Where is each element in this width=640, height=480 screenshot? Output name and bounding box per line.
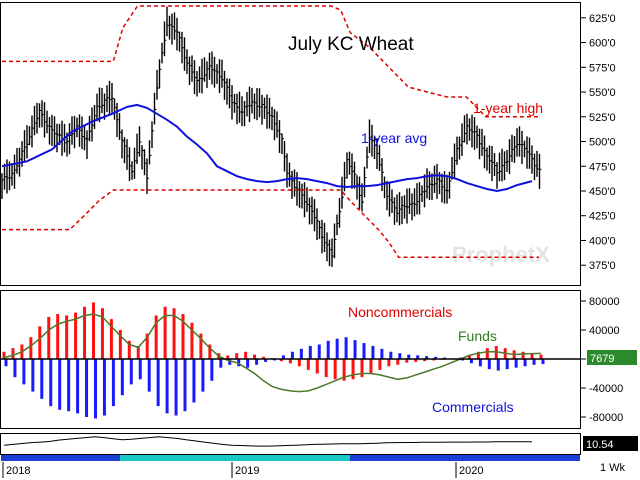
position-tick-label: -80000 xyxy=(589,412,623,424)
price-tick-label: 425'0 xyxy=(589,211,616,223)
year-label-2019: 2019 xyxy=(235,465,259,477)
price-tick-label: 400'0 xyxy=(589,235,616,247)
price-tick-label: 600'0 xyxy=(589,38,616,50)
watermark: ProphetX xyxy=(452,242,550,267)
indicator-panel-frame xyxy=(0,433,581,455)
position-tick-label: 80000 xyxy=(589,296,620,308)
time-axis: 2018 2019 2020 1 Wk xyxy=(2,462,626,478)
funds-line xyxy=(3,313,542,393)
price-tick-label: 375'0 xyxy=(589,260,616,272)
indicator-line xyxy=(3,436,532,447)
position-tick-label: -40000 xyxy=(589,383,623,395)
one-year-avg-label: 1-year avg xyxy=(361,130,427,146)
price-tick-label: 550'0 xyxy=(589,87,616,99)
one-year-average-line xyxy=(1,103,533,193)
year-label-2020: 2020 xyxy=(459,465,483,477)
funds-label: Funds xyxy=(458,328,497,344)
price-tick-label: 625'0 xyxy=(589,13,616,25)
year-label-2018: 2018 xyxy=(6,465,30,477)
last-value-box xyxy=(587,350,637,365)
indicator-value-label: 10.54 xyxy=(586,439,614,451)
noncommercials-label: Noncommercials xyxy=(348,304,452,320)
price-tick-label: 500'0 xyxy=(589,137,616,149)
last-value-label: 7679 xyxy=(590,353,614,365)
position-tick-label: 40000 xyxy=(589,325,620,337)
price-tick-label: 525'0 xyxy=(589,112,616,124)
price-axis: 375'0 400'0 425'0 450'0 475'0 500'0 525'0 550'0… xyxy=(580,13,616,272)
price-tick-label: 475'0 xyxy=(589,161,616,173)
price-tick-label: 575'0 xyxy=(589,62,616,74)
one-year-high-line xyxy=(2,5,539,118)
one-year-high-label: 1-year high xyxy=(473,100,543,116)
commercials-label: Commercials xyxy=(432,399,514,415)
chart-title: July KC Wheat xyxy=(288,34,414,55)
one-year-low-line xyxy=(2,189,539,259)
price-tick-label: 450'0 xyxy=(589,186,616,198)
price-bars xyxy=(1,6,542,267)
indicator-value-box xyxy=(583,436,638,451)
time-scroll-thumb[interactable] xyxy=(120,455,350,461)
interval-label: 1 Wk xyxy=(600,462,626,474)
